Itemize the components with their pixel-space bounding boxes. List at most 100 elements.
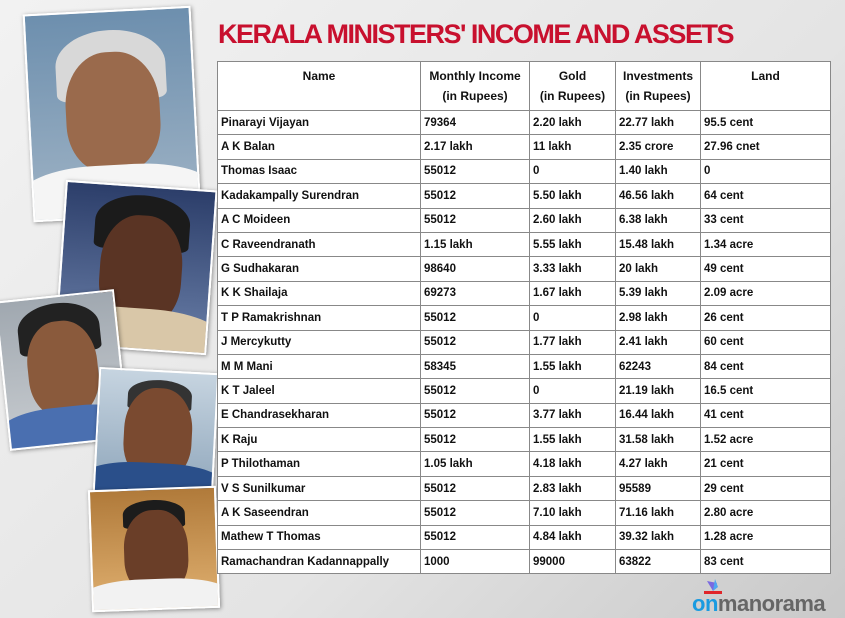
cell-investments: 39.32 lakh xyxy=(615,524,701,551)
cell-name: C Raveendranath xyxy=(217,231,421,258)
cell-land: 1.34 acre xyxy=(700,231,831,258)
cell-gold: 1.55 lakh xyxy=(529,353,616,380)
cell-name: K Raju xyxy=(217,427,421,453)
cell-investments: 2.35 crore xyxy=(615,134,701,160)
cell-land: 29 cent xyxy=(700,475,831,502)
cell-land: 33 cent xyxy=(700,207,831,233)
column-header-gold: Gold (in Rupees) xyxy=(529,61,616,111)
cell-investments: 4.27 lakh xyxy=(615,451,701,477)
cell-land: 60 cent xyxy=(700,329,831,355)
table-row: Mathew T Thomas 55012 4.84 lakh 39.32 lakh 1… xyxy=(217,524,831,551)
table-row: A K Saseendran 55012 7.10 lakh 71.16 lakh 2.… xyxy=(217,500,831,526)
cell-name: K K Shailaja xyxy=(217,280,421,307)
column-header-land: Land xyxy=(700,61,831,111)
cell-land: 1.52 acre xyxy=(700,427,831,453)
table-row: V S Sunilkumar 55012 2.83 lakh 95589 29 cent xyxy=(217,475,831,502)
page-title: KERALA MINISTERS' INCOME AND ASSETS xyxy=(218,19,734,49)
cell-monthly-income: 58345 xyxy=(420,353,530,380)
cell-name: A K Balan xyxy=(217,134,421,160)
cell-name: T P Ramakrishnan xyxy=(217,305,421,331)
cell-investments: 2.98 lakh xyxy=(615,305,701,331)
cell-name: G Sudhakaran xyxy=(217,256,421,282)
column-header-label: Land xyxy=(751,69,780,83)
column-header-label: Name xyxy=(302,69,336,83)
cell-land: 2.09 acre xyxy=(700,280,831,307)
table-row: J Mercykutty 55012 1.77 lakh 2.41 lakh 60 ce… xyxy=(217,329,831,355)
cell-gold: 0 xyxy=(529,378,616,404)
table-row: G Sudhakaran 98640 3.33 lakh 20 lakh 49 cent xyxy=(217,256,831,282)
table-row: K K Shailaja 69273 1.67 lakh 5.39 lakh 2.09 … xyxy=(217,280,831,307)
cell-investments: 1.40 lakh xyxy=(615,158,701,185)
cell-gold: 1.55 lakh xyxy=(529,427,616,453)
table-row: M M Mani 58345 1.55 lakh 62243 84 cent xyxy=(217,353,831,380)
cell-monthly-income: 55012 xyxy=(420,500,530,526)
table-row: E Chandrasekharan 55012 3.77 lakh 16.44 lak… xyxy=(217,402,831,429)
cell-land: 26 cent xyxy=(700,305,831,331)
cell-land: 64 cent xyxy=(700,183,831,209)
table-row: Ramachandran Kadannappally 1000 99000 63822… xyxy=(217,549,831,575)
cell-land: 1.28 acre xyxy=(700,524,831,551)
cell-monthly-income: 55012 xyxy=(420,183,530,209)
cell-name: M M Mani xyxy=(217,353,421,380)
cell-gold: 3.77 lakh xyxy=(529,402,616,429)
minister-photo xyxy=(87,485,221,613)
cell-investments: 46.56 lakh xyxy=(615,183,701,209)
cell-gold: 2.83 lakh xyxy=(529,475,616,502)
cell-monthly-income: 55012 xyxy=(420,402,530,429)
ministers-assets-table: Name Monthly Income (in Rupees) Gold (in Rup… xyxy=(217,61,831,575)
cell-monthly-income: 55012 xyxy=(420,378,530,404)
cell-investments: 63822 xyxy=(615,549,701,575)
logo-text-manorama: manorama xyxy=(717,591,826,616)
cell-investments: 21.19 lakh xyxy=(615,378,701,404)
cell-name: P Thilothaman xyxy=(217,451,421,477)
cell-gold: 0 xyxy=(529,158,616,185)
cell-land: 2.80 acre xyxy=(700,500,831,526)
cell-name: Thomas Isaac xyxy=(217,158,421,185)
cell-gold: 5.50 lakh xyxy=(529,183,616,209)
cell-gold: 4.84 lakh xyxy=(529,524,616,551)
cell-monthly-income: 55012 xyxy=(420,207,530,233)
cell-gold: 2.60 lakh xyxy=(529,207,616,233)
cell-land: 0 xyxy=(700,158,831,185)
cell-gold: 99000 xyxy=(529,549,616,575)
table-row: P Thilothaman 1.05 lakh 4.18 lakh 4.27 lakh… xyxy=(217,451,831,477)
cell-name: J Mercykutty xyxy=(217,329,421,355)
cell-investments: 71.16 lakh xyxy=(615,500,701,526)
table-row: K T Jaleel 55012 0 21.19 lakh 16.5 cent xyxy=(217,378,831,404)
cell-monthly-income: 79364 xyxy=(420,109,530,136)
cell-monthly-income: 1.15 lakh xyxy=(420,231,530,258)
column-header-unit: (in Rupees) xyxy=(539,89,606,103)
column-header-label: Monthly Income xyxy=(429,69,521,83)
cell-gold: 5.55 lakh xyxy=(529,231,616,258)
cell-land: 21 cent xyxy=(700,451,831,477)
cell-monthly-income: 55012 xyxy=(420,305,530,331)
cell-investments: 31.58 lakh xyxy=(615,427,701,453)
onmanorama-logo: onmanorama xyxy=(690,575,830,617)
cell-monthly-income: 55012 xyxy=(420,158,530,185)
cell-name: A K Saseendran xyxy=(217,500,421,526)
cell-investments: 20 lakh xyxy=(615,256,701,282)
table-row: A C Moideen 55012 2.60 lakh 6.38 lakh 33 cen… xyxy=(217,207,831,233)
cell-monthly-income: 55012 xyxy=(420,329,530,355)
minister-photo xyxy=(92,366,220,499)
cell-gold: 0 xyxy=(529,305,616,331)
cell-land: 83 cent xyxy=(700,549,831,575)
cell-monthly-income: 55012 xyxy=(420,475,530,502)
cell-gold: 11 lakh xyxy=(529,134,616,160)
cell-land: 16.5 cent xyxy=(700,378,831,404)
cell-monthly-income: 1000 xyxy=(420,549,530,575)
cell-name: Mathew T Thomas xyxy=(217,524,421,551)
table-row: A K Balan 2.17 lakh 11 lakh 2.35 crore 27.96… xyxy=(217,134,831,160)
butterfly-logo-icon xyxy=(704,579,722,594)
cell-gold: 4.18 lakh xyxy=(529,451,616,477)
cell-investments: 62243 xyxy=(615,353,701,380)
cell-investments: 16.44 lakh xyxy=(615,402,701,429)
cell-land: 27.96 cnet xyxy=(700,134,831,160)
cell-name: Ramachandran Kadannappally xyxy=(217,549,421,575)
cell-land: 49 cent xyxy=(700,256,831,282)
table-row: C Raveendranath 1.15 lakh 5.55 lakh 15.48 l… xyxy=(217,231,831,258)
cell-monthly-income: 1.05 lakh xyxy=(420,451,530,477)
cell-investments: 15.48 lakh xyxy=(615,231,701,258)
table-row: Kadakampally Surendran 55012 5.50 lakh 46.5… xyxy=(217,183,831,209)
cell-investments: 2.41 lakh xyxy=(615,329,701,355)
